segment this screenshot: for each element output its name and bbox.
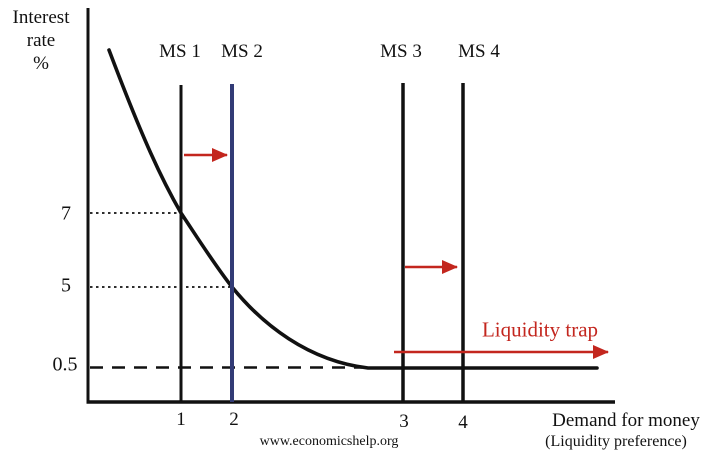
ms2-label: MS 2 — [221, 41, 263, 62]
x-tick-3: 3 — [399, 411, 409, 432]
x-axis-subtitle: (Liquidity preference) — [545, 433, 687, 450]
y-axis-title: Interest rate % — [12, 7, 70, 74]
y-tick-0-5: 0.5 — [52, 353, 78, 376]
ms3-label: MS 3 — [380, 41, 422, 62]
demand-curve — [107, 48, 599, 370]
x-tick-1: 1 — [176, 409, 186, 430]
x-tick-2: 2 — [229, 409, 239, 430]
y-tick-5: 5 — [61, 274, 71, 297]
y-tick-7: 7 — [61, 202, 71, 225]
watermark: www.economicshelp.org — [259, 434, 399, 449]
ms4-label: MS 4 — [458, 41, 500, 62]
liquidity-trap-label: Liquidity trap — [481, 317, 599, 342]
ms1-label: MS 1 — [159, 41, 201, 62]
x-tick-4: 4 — [458, 412, 468, 433]
x-axis-title: Demand for money — [552, 410, 700, 431]
